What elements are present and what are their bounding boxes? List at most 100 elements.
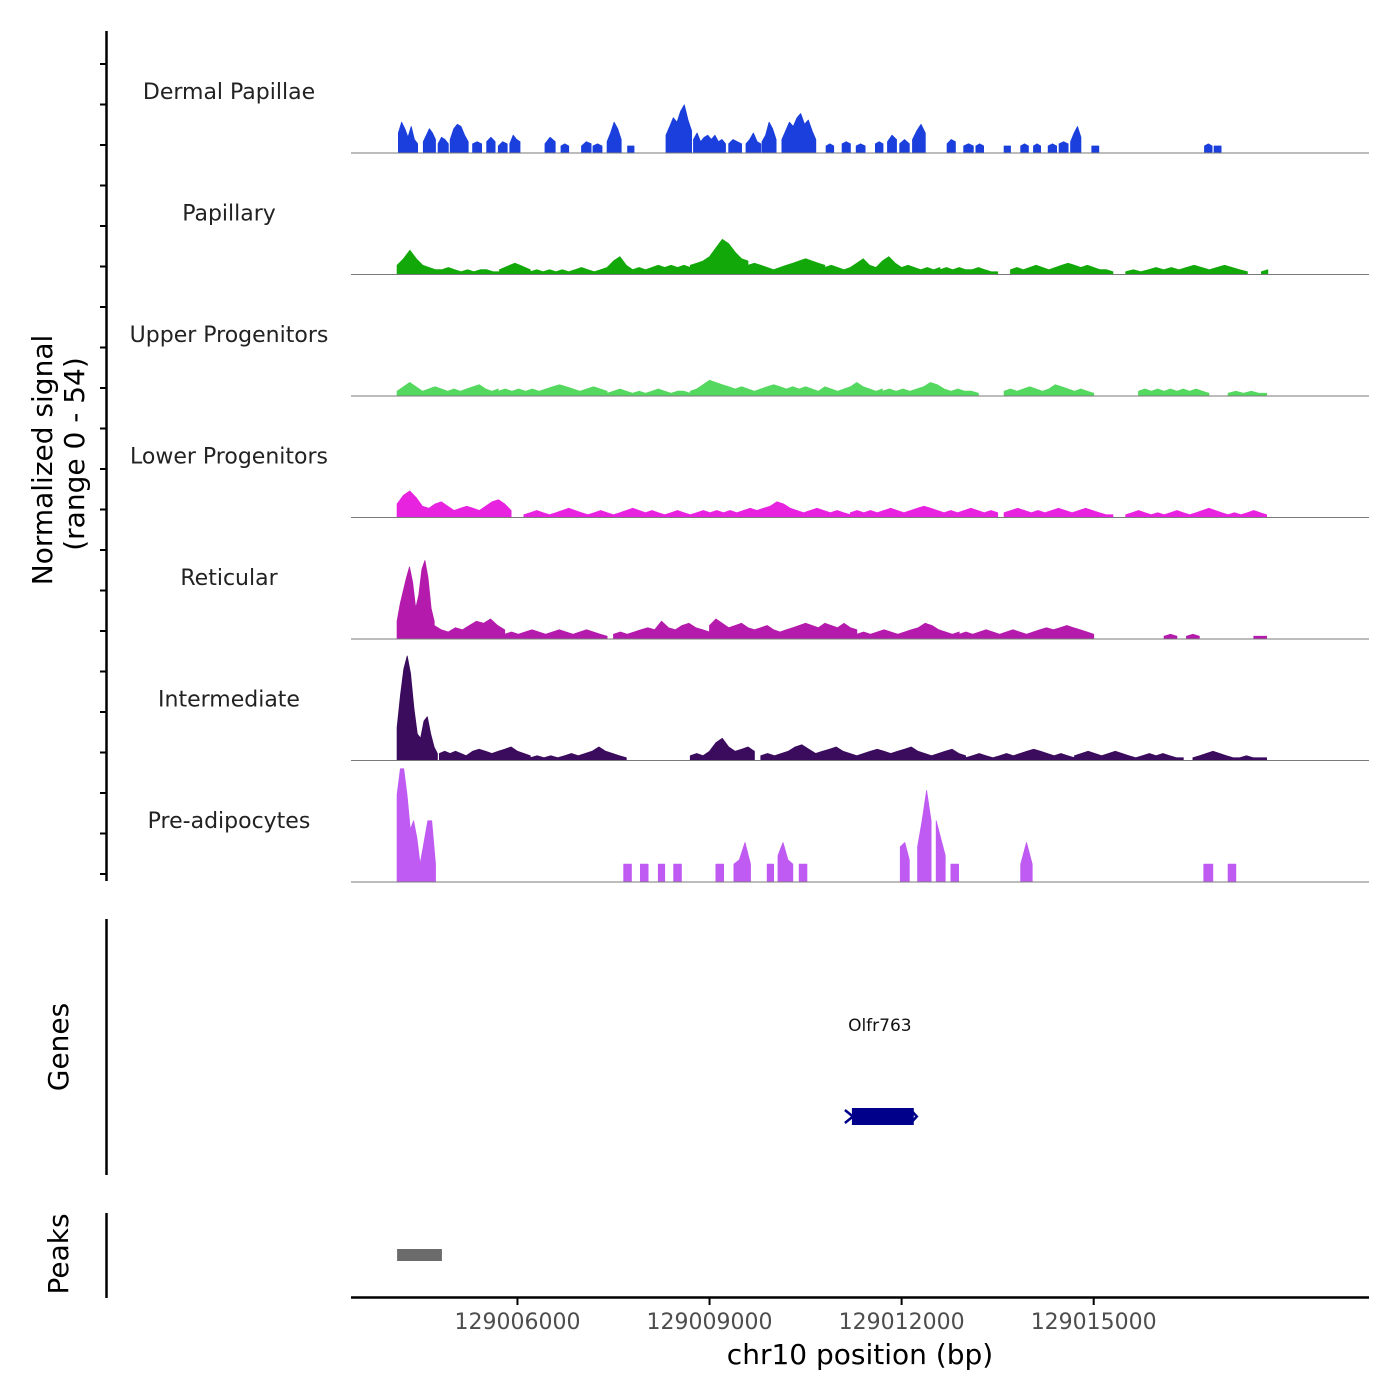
track-papillary <box>351 238 1369 275</box>
signal-peak <box>709 618 858 639</box>
signal-peak <box>693 132 726 153</box>
signal-peak <box>1020 842 1033 882</box>
signal-peak <box>1125 507 1267 518</box>
signal-peak <box>1074 750 1184 761</box>
track-label-lower-progenitors: Lower Progenitors <box>130 445 328 470</box>
signal-peak <box>689 737 755 761</box>
track-labels: Dermal Papillae Papillary Upper Progenitor… <box>130 80 329 834</box>
signal-peak <box>1213 145 1222 153</box>
signal-peak <box>760 382 883 396</box>
signal-peak <box>449 123 469 153</box>
signal-peak <box>798 863 808 882</box>
signal-peak <box>396 249 500 275</box>
signal-peak <box>606 388 691 396</box>
gene-body <box>851 1108 914 1125</box>
signal-tracks <box>351 104 1369 883</box>
signal-peak <box>1163 633 1178 639</box>
signal-peak <box>733 842 751 882</box>
signal-peak <box>509 134 521 153</box>
signal-peak <box>958 625 1095 639</box>
signal-peak <box>1227 390 1267 396</box>
x-tick-label: 129012000 <box>839 1310 965 1335</box>
signal-peak <box>1138 388 1210 396</box>
signal-peak <box>1047 143 1057 153</box>
gene-strand-arrow <box>844 1109 855 1124</box>
signal-peak <box>1253 635 1267 639</box>
signal-peak <box>529 746 627 761</box>
signal-peak <box>1261 269 1269 275</box>
track-label-intermediate: Intermediate <box>158 688 300 713</box>
signal-peak <box>1003 507 1114 518</box>
signal-peak <box>499 262 531 275</box>
gene-olfr763: Olfr763 <box>844 1016 919 1125</box>
signal-peak <box>855 143 866 153</box>
signal-peak <box>1020 143 1029 153</box>
signal-peak <box>856 622 960 639</box>
signal-peak <box>963 143 974 153</box>
signal-peak <box>1058 141 1069 153</box>
signal-peak <box>939 267 999 275</box>
signal-peak <box>946 139 956 153</box>
gene-strand-arrow <box>910 1110 919 1123</box>
signal-peak <box>899 139 910 153</box>
signal-peak <box>781 113 817 153</box>
signal-peak <box>887 134 897 153</box>
signal-peak <box>439 750 467 761</box>
signal-peak <box>745 132 762 153</box>
x-axis-ticks: 129006000 129009000 129012000 129015000 <box>454 1298 1157 1335</box>
signal-peak <box>882 382 979 396</box>
signal-peak <box>497 384 608 396</box>
signal-peak <box>581 141 592 153</box>
signal-peak <box>1003 384 1095 396</box>
track-label-dermal-papillae: Dermal Papillae <box>143 80 315 105</box>
signal-peak <box>396 655 438 761</box>
signal-peak <box>396 768 421 882</box>
signal-peak <box>465 746 531 761</box>
signal-peak <box>623 863 632 882</box>
signal-peak <box>899 842 910 882</box>
x-axis-title: chr10 position (bp) <box>727 1338 993 1371</box>
track-intermediate <box>351 655 1369 761</box>
signal-peak <box>497 141 508 153</box>
signal-peak <box>841 141 851 153</box>
signal-peak <box>728 139 742 153</box>
signal-peak <box>689 379 762 396</box>
track-lower-progenitors <box>351 490 1369 518</box>
signal-peak <box>1192 750 1267 761</box>
track-label-pre-adipocytes: Pre-adipocytes <box>148 809 311 834</box>
signal-peak <box>761 121 777 153</box>
signal-peak <box>917 790 932 882</box>
signal-peak <box>696 501 851 518</box>
signal-peak <box>504 629 608 639</box>
track-label-papillary: Papillary <box>182 202 276 227</box>
signal-peak <box>665 104 692 153</box>
signal-peak <box>850 505 999 518</box>
signal-peak <box>472 141 482 153</box>
track-reticular <box>351 560 1369 640</box>
signal-peak <box>1227 863 1237 882</box>
peak-region <box>397 1249 442 1261</box>
track-label-reticular: Reticular <box>180 566 278 591</box>
signal-peak <box>544 136 556 153</box>
signal-peak <box>486 136 496 153</box>
y-axis-title-line2: (range 0 - 54) <box>58 357 91 551</box>
signal-peak <box>760 744 858 761</box>
signal-peak <box>1033 143 1041 153</box>
signal-peak <box>975 143 984 153</box>
signal-peak <box>689 238 749 275</box>
signal-peak <box>824 256 941 275</box>
peaks-layer <box>397 1249 442 1261</box>
signal-peak <box>777 842 794 882</box>
x-tick-label: 129009000 <box>647 1310 773 1335</box>
signal-peak <box>1003 145 1011 153</box>
signal-peak <box>606 121 622 153</box>
genes-track-title: Genes <box>42 1003 75 1091</box>
signal-peak <box>613 620 710 639</box>
signal-peak <box>640 863 649 882</box>
signal-peak <box>560 143 570 153</box>
track-label-upper-progenitors: Upper Progenitors <box>130 323 329 348</box>
signal-peak <box>600 256 691 275</box>
signal-peak <box>1010 262 1114 275</box>
peaks-track-title: Peaks <box>42 1213 75 1294</box>
